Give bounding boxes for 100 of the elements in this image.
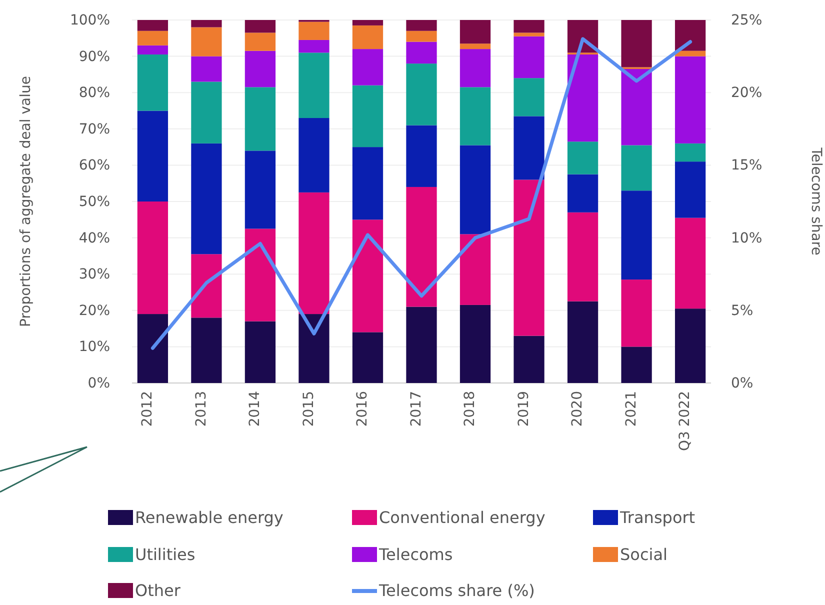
y-tick-label: 90%: [78, 48, 110, 65]
bar: [191, 254, 222, 318]
bar: [352, 147, 384, 220]
x-tick-label: 2018: [462, 391, 478, 427]
y2-axis-title: Telecoms share: [808, 146, 824, 256]
legend-label: Utilities: [135, 545, 196, 564]
y-tick-label: 80%: [78, 85, 110, 102]
bar: [514, 116, 544, 180]
y-tick-label: 40%: [78, 230, 110, 246]
bar: [621, 280, 652, 347]
bar: [514, 78, 544, 116]
bar: [621, 145, 652, 191]
bar: [244, 32, 276, 51]
x-tick-label: Q3 2022: [677, 391, 694, 452]
bar: [621, 69, 652, 146]
bar: [137, 45, 168, 54]
y2-tick-label: 15%: [731, 158, 762, 174]
y-axis-title: Proportions of aggregate deal value: [18, 76, 34, 328]
x-tick-label: 2017: [408, 391, 424, 427]
bar: [137, 202, 168, 314]
bar: [460, 234, 491, 305]
legend-label: Other: [135, 581, 181, 600]
bar: [352, 85, 384, 148]
bar: [191, 143, 222, 254]
bar: [567, 54, 598, 142]
bar: [674, 50, 706, 56]
bar: [674, 143, 706, 162]
bar: [352, 49, 384, 86]
bar: [406, 64, 437, 126]
x-tick-label: 2019: [516, 391, 532, 427]
x-tick-label: 2015: [300, 391, 317, 427]
y-tick-label: 100%: [70, 12, 110, 28]
x-tick-label: 2014: [247, 390, 264, 427]
bar: [298, 40, 330, 53]
bar: [674, 20, 706, 51]
x-tick-label: 2016: [354, 390, 371, 427]
bar: [460, 87, 491, 146]
bar: [352, 332, 384, 383]
legend-label: Telecoms share (%): [378, 581, 535, 600]
y-tick-label: 70%: [78, 121, 110, 138]
bar: [244, 20, 276, 33]
bar: [137, 54, 168, 111]
bar: [191, 27, 222, 56]
bar: [621, 190, 652, 280]
legend-label: Telecoms: [378, 545, 453, 564]
bar: [514, 32, 544, 36]
legend-label: Renewable energy: [135, 508, 284, 527]
bar: [406, 186, 437, 307]
bar: [514, 336, 544, 383]
x-tick-label: 2012: [140, 391, 156, 427]
bar: [674, 308, 706, 383]
bar: [406, 20, 437, 31]
bar: [514, 20, 544, 33]
bar: [191, 56, 222, 82]
bar: [406, 125, 437, 187]
bar: [514, 36, 544, 78]
legend-label: Social: [620, 545, 668, 564]
y-tick-label: 50%: [78, 194, 110, 210]
legend-label: Conventional energy: [379, 508, 546, 527]
bar: [298, 314, 330, 383]
y-tick-label: 30%: [78, 266, 110, 283]
bar: [298, 52, 330, 118]
y-tick-label: 0%: [88, 375, 110, 392]
bar: [137, 314, 168, 383]
bar: [352, 220, 384, 332]
bar: [567, 301, 598, 383]
bar: [298, 22, 330, 40]
bar: [244, 150, 276, 229]
legend-label: Transport: [619, 508, 696, 527]
x-tick-label: 2020: [570, 391, 586, 427]
y2-tick-label: 5%: [731, 302, 754, 319]
bar: [460, 20, 491, 44]
bar: [352, 25, 384, 50]
bar: [406, 42, 437, 64]
bar: [567, 212, 598, 302]
bar: [460, 49, 491, 88]
x-tick-label: 2013: [193, 391, 210, 427]
bar: [674, 162, 706, 218]
bar: [621, 20, 652, 68]
bar: [244, 321, 276, 383]
bar: [137, 110, 168, 202]
y2-tick-label: 20%: [731, 85, 762, 102]
bar: [244, 50, 276, 88]
bar: [621, 346, 652, 383]
y-tick-label: 20%: [78, 302, 110, 319]
y-tick-label: 10%: [78, 339, 110, 356]
bar: [244, 87, 276, 151]
bar: [191, 82, 222, 144]
bar: [514, 180, 544, 336]
bar: [567, 174, 598, 212]
bar: [406, 306, 437, 383]
bar: [460, 44, 491, 50]
bar: [298, 118, 330, 192]
y-tick-label: 60%: [78, 158, 110, 174]
bar: [460, 145, 491, 234]
bar: [567, 142, 598, 174]
bar: [674, 56, 706, 144]
bar: [674, 218, 706, 309]
bar: [352, 20, 384, 26]
y2-tick-label: 0%: [731, 375, 754, 392]
